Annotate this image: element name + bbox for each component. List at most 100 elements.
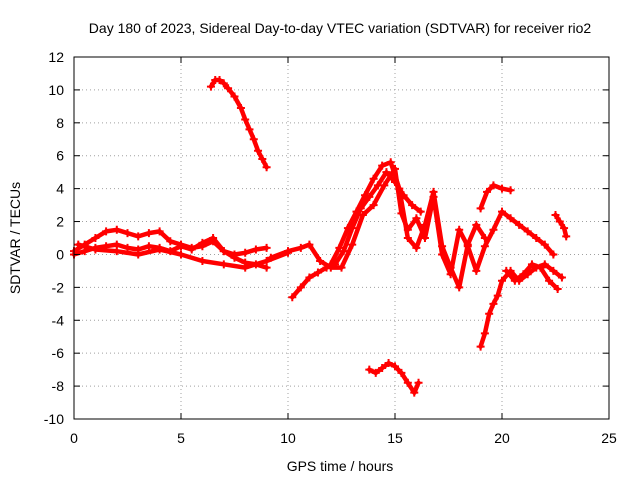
data-point: [361, 191, 370, 200]
data-point: [476, 342, 485, 351]
data-point: [262, 163, 271, 172]
data-point: [463, 240, 472, 249]
chart-title: Day 180 of 2023, Sidereal Day-to-day VTE…: [89, 20, 592, 36]
data-point: [316, 257, 325, 266]
data-point: [408, 201, 417, 210]
x-tick-label: 15: [387, 430, 403, 446]
data-point: [155, 227, 164, 236]
data-point: [455, 225, 464, 234]
data-point: [557, 273, 566, 282]
data-point: [296, 283, 305, 292]
data-point: [74, 240, 83, 249]
data-point: [472, 220, 481, 229]
data-point: [358, 210, 367, 219]
data-point: [198, 257, 207, 266]
data-point: [305, 240, 314, 249]
data-point: [489, 299, 498, 308]
y-tick-label: 10: [48, 82, 64, 98]
data-point: [397, 368, 406, 377]
data-point: [498, 276, 506, 285]
data-point: [241, 263, 250, 272]
plot-frame: [73, 56, 610, 420]
data-point: [198, 238, 207, 247]
data-point: [236, 104, 245, 113]
data-point: [209, 234, 218, 242]
data-point: [506, 214, 515, 223]
data-point: [553, 285, 562, 294]
data-point: [416, 207, 425, 216]
data-series: [70, 76, 571, 397]
data-point: [219, 260, 228, 269]
data-point: [562, 232, 571, 241]
data-point: [219, 79, 228, 88]
series-arc-11: [553, 212, 569, 239]
data-point: [483, 187, 492, 196]
data-point: [480, 234, 489, 242]
data-point: [540, 260, 549, 269]
data-point: [102, 227, 111, 236]
y-tick-label: -10: [44, 411, 64, 427]
data-point: [480, 329, 489, 338]
data-point: [112, 247, 121, 256]
data-point: [412, 214, 421, 223]
x-tick-label: 10: [280, 430, 296, 446]
data-point: [249, 135, 258, 144]
data-point: [296, 243, 305, 252]
data-point: [266, 253, 275, 262]
x-tick-label: 25: [601, 430, 617, 446]
data-point: [455, 283, 464, 292]
data-point: [403, 234, 412, 242]
data-point: [371, 368, 380, 377]
data-point: [555, 217, 564, 226]
x-tick-label: 5: [177, 430, 185, 446]
data-point: [378, 363, 387, 372]
y-tick-label: 12: [48, 49, 64, 65]
data-point: [420, 220, 429, 229]
data-point: [480, 242, 489, 251]
data-point: [352, 207, 361, 216]
data-point: [251, 245, 260, 254]
data-point: [91, 234, 100, 242]
data-point: [262, 243, 271, 252]
data-point: [551, 210, 560, 219]
data-point: [523, 227, 532, 236]
data-point: [382, 168, 391, 177]
data-point: [187, 245, 196, 254]
data-point: [502, 266, 511, 275]
data-point: [112, 225, 121, 234]
series-arc-9: [478, 183, 513, 211]
data-point: [560, 224, 569, 233]
data-point: [144, 242, 153, 251]
data-point: [215, 76, 224, 85]
data-point: [224, 84, 233, 93]
data-point: [378, 161, 387, 170]
grid: [74, 57, 609, 419]
data-point: [155, 245, 164, 254]
data-point: [510, 276, 519, 285]
data-point: [313, 268, 322, 277]
data-point: [493, 291, 502, 300]
y-tick-label: -6: [52, 345, 65, 361]
y-tick-label: 2: [56, 214, 64, 230]
data-point: [519, 270, 528, 279]
series-arc-12: [367, 360, 421, 395]
data-point: [489, 181, 498, 190]
data-point: [536, 263, 545, 272]
data-point: [489, 225, 498, 234]
x-tick-label: 0: [70, 430, 78, 446]
y-tick-label: -8: [52, 378, 65, 394]
data-point: [384, 359, 393, 368]
data-point: [527, 260, 536, 269]
data-point: [410, 388, 419, 397]
data-point: [339, 247, 348, 256]
data-point: [540, 240, 549, 249]
data-point: [343, 224, 352, 233]
data-point: [438, 242, 447, 251]
data-point: [545, 276, 554, 285]
data-point: [254, 146, 263, 155]
y-tick-label: 6: [56, 148, 64, 164]
data-point: [348, 240, 357, 249]
data-point: [498, 184, 506, 193]
data-point: [206, 82, 215, 91]
data-point: [123, 243, 132, 252]
